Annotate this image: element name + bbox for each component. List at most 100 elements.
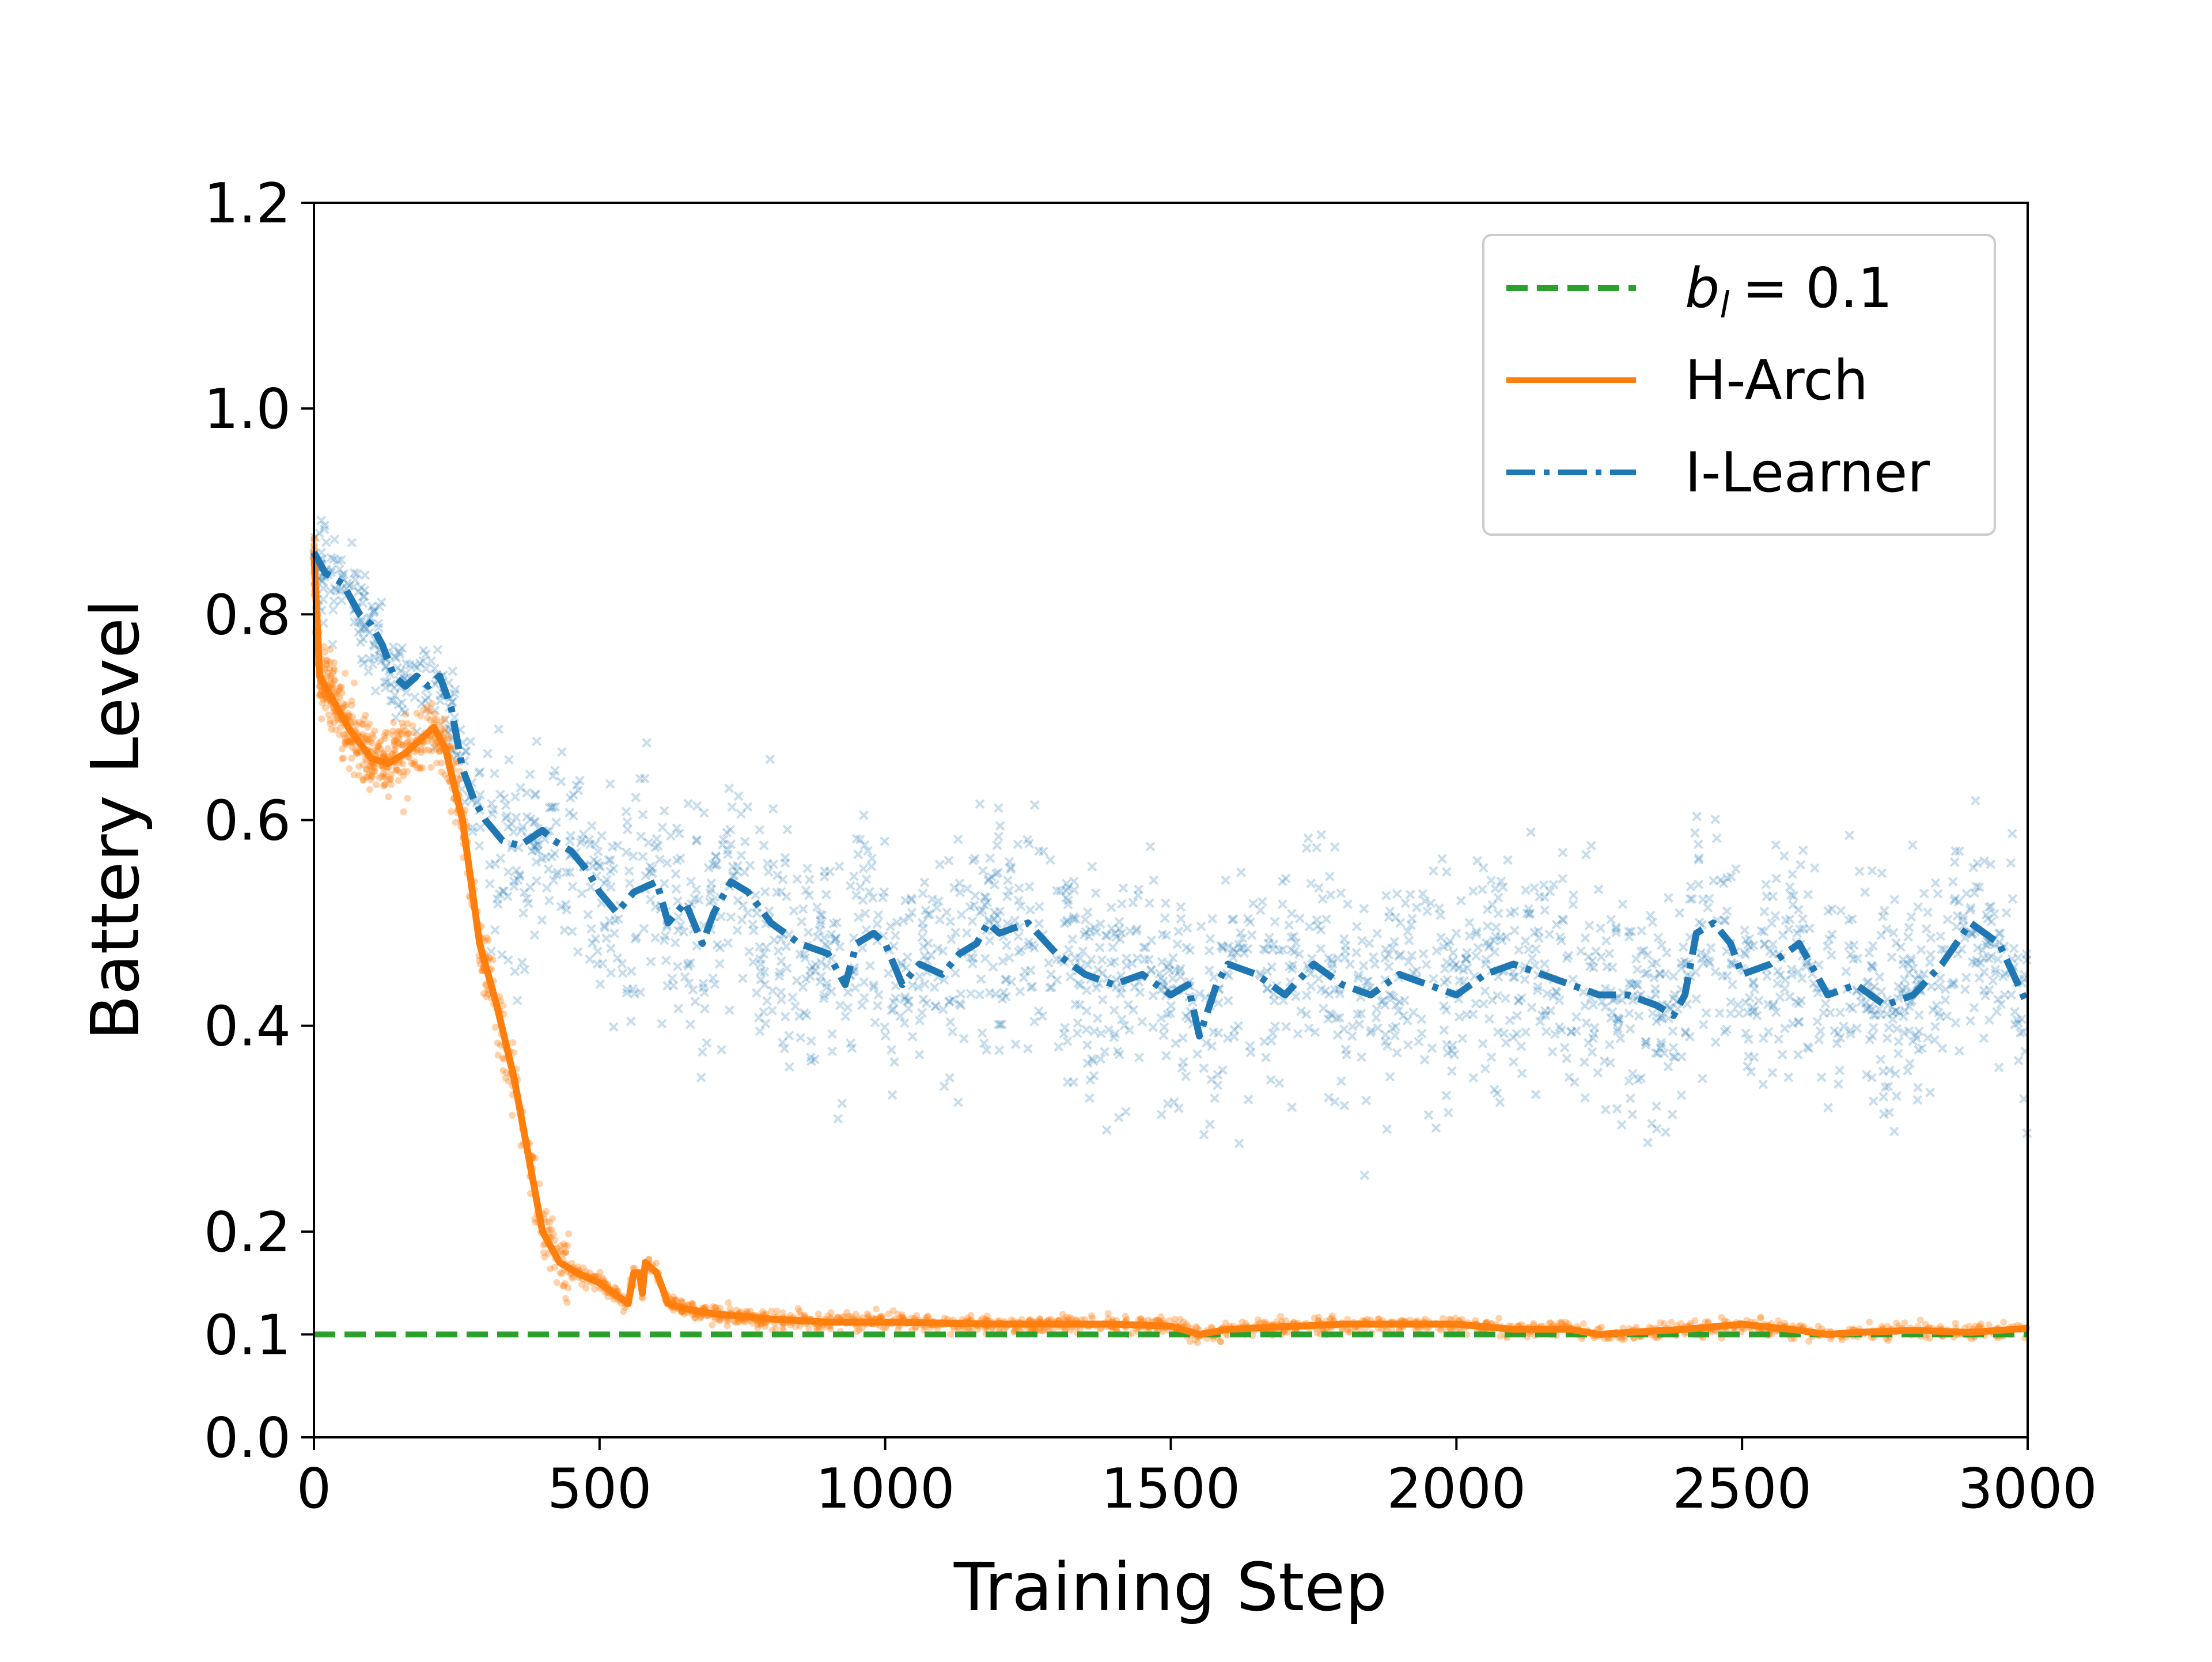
ilearner-sample [1512,1029,1522,1039]
ilearner-sample [1380,1000,1390,1010]
ilearner-sample [531,857,541,867]
ilearner-sample [631,792,641,802]
ilearner-sample [799,1008,809,1018]
ilearner-sample [1175,966,1185,976]
ilearner-sample [1289,947,1300,957]
ilearner-sample [565,836,575,846]
ilearner-sample [353,586,363,597]
ilearner-sample [1323,953,1334,963]
ilearner-sample [1912,1033,1922,1043]
ilearner-sample [1484,1014,1494,1024]
harch-sample [399,760,407,767]
ilearner-sample [923,910,933,919]
ilearner-sample [1914,1044,1924,1055]
ilearner-sample [1969,1002,1979,1013]
ilearner-sample [1558,915,1569,925]
harch-sample [369,731,376,739]
ilearner-sample [671,869,681,879]
harch-sample [321,667,328,674]
ilearner-sample [1393,1006,1404,1016]
ilearner-sample [723,938,733,948]
ilearner-sample [2001,908,2012,918]
harch-sample [380,773,388,781]
ilearner-sample [1948,977,1959,987]
ilearner-sample [1533,982,1543,992]
ilearner-sample [601,874,612,885]
ilearner-sample [1508,972,1518,982]
ilearner-sample [1529,927,1540,938]
ilearner-sample [1602,961,1612,972]
ilearner-sample [935,914,945,925]
ilearner-sample [1385,906,1395,917]
ilearner-sample [1563,951,1574,961]
ilearner-sample [1531,1089,1541,1100]
ilearner-sample [921,905,931,915]
ilearner-sample [1481,955,1491,965]
harch-sample [371,768,378,775]
ilearner-sample [503,867,513,877]
ilearner-sample [1443,940,1453,950]
ilearner-sample [1094,942,1105,953]
ilearner-sample [1087,1054,1097,1064]
ilearner-sample [1380,1036,1391,1047]
harch-sample [894,1311,902,1318]
ilearner-sample [745,860,755,870]
ilearner-sample [1509,1057,1519,1067]
ilearner-sample [1029,1016,1040,1027]
ilearner-sample [1903,1066,1913,1076]
ilearner-sample [1325,1009,1335,1019]
ilearner-sample [1986,859,1996,869]
ilearner-sample [1091,983,1101,993]
ilearner-sample [1429,866,1438,876]
harch-sample [1691,1317,1699,1324]
ilearner-sample [1387,991,1396,1001]
ilearner-sample [673,896,683,906]
ilearner-sample [1100,1047,1110,1057]
ilearner-sample [1951,922,1961,932]
ilearner-sample [400,707,410,717]
ilearner-sample [617,959,627,969]
ilearner-sample [743,908,753,918]
harch-sample [979,1315,986,1322]
harch-sample [404,720,411,727]
ilearner-sample [1488,936,1499,945]
ilearner-sample [585,839,595,850]
ilearner-sample [1047,982,1056,993]
x-tick-label: 1500 [1101,1457,1241,1521]
ilearner-sample [502,811,512,821]
ilearner-sample [600,922,610,933]
harch-sample [355,763,363,770]
ilearner-sample [1306,879,1316,889]
ilearner-sample [605,855,616,865]
y-tick-label: 1.2 [204,172,291,236]
ilearner-sample [1756,926,1767,936]
ilearner-sample [1662,948,1672,958]
ilearner-sample [1448,1040,1457,1051]
ilearner-sample [593,946,603,956]
ilearner-sample [1259,944,1269,954]
ilearner-sample [1709,876,1719,886]
ilearner-sample [873,990,884,1000]
harch-sample [483,934,491,941]
ilearner-sample [483,748,493,759]
ilearner-sample [985,853,995,863]
ilearner-sample [776,987,786,997]
ilearner-sample [1382,1124,1392,1134]
ilearner-sample [1216,941,1226,951]
harch-sample [1866,1319,1873,1326]
ilearner-sample [1471,926,1482,937]
ilearner-sample [859,810,869,820]
ilearner-sample [1029,800,1040,810]
ilearner-sample [993,803,1003,813]
ilearner-sample [1173,1103,1184,1114]
ilearner-sample [892,917,902,927]
harch-sample [863,1310,871,1318]
ilearner-sample [661,955,671,966]
ilearner-sample [608,864,619,874]
ilearner-sample [1988,976,1998,986]
ilearner-sample [1852,1023,1862,1033]
ilearner-sample [1013,895,1024,906]
ilearner-sample [955,878,965,888]
ilearner-sample [1482,904,1493,915]
ilearner-sample [1539,959,1550,969]
